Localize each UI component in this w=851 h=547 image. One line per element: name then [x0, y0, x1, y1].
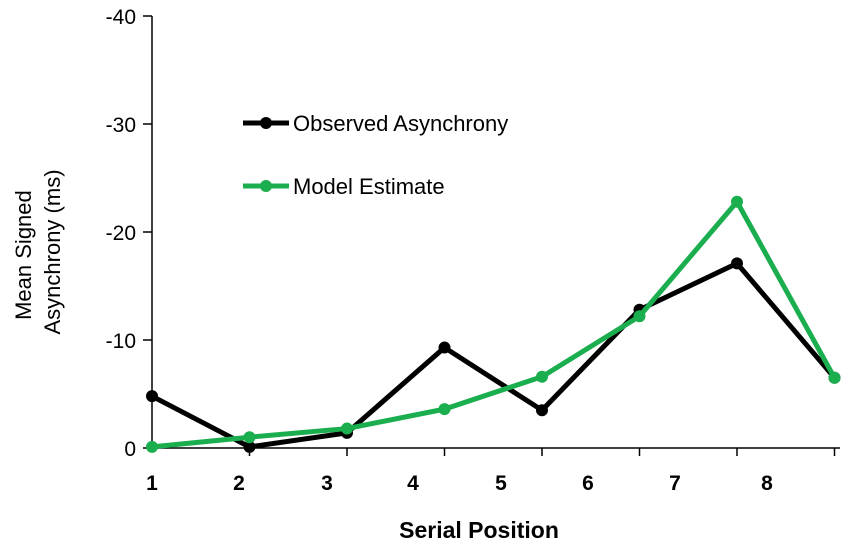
- legend-item: Model Estimate: [243, 174, 445, 199]
- y-axis-title-line-2: Asynchrony (ms): [40, 169, 65, 334]
- legend-marker: [260, 180, 272, 192]
- series-layer: [146, 195, 841, 453]
- series-line: [151, 199, 837, 450]
- x-tick-label: 3: [321, 472, 333, 495]
- series-model: [146, 195, 841, 453]
- x-tick-label: 2: [233, 472, 245, 495]
- y-tick-label: -10: [106, 330, 136, 353]
- data-point: [146, 440, 158, 453]
- legend: Observed Asynchrony Model Estimate: [243, 111, 508, 199]
- legend-item: Observed Asynchrony: [243, 111, 508, 136]
- data-point: [633, 310, 646, 323]
- legend-label: Model Estimate: [293, 174, 445, 199]
- x-tick-label: 6: [582, 472, 594, 495]
- data-point: [438, 341, 451, 354]
- x-axis-title: Serial Position: [399, 517, 559, 543]
- x-tick-label: 5: [495, 472, 507, 495]
- data-point: [438, 403, 451, 416]
- data-point: [243, 431, 256, 444]
- y-tick-label: -30: [106, 114, 136, 137]
- data-point: [731, 257, 743, 270]
- data-point: [536, 370, 548, 383]
- y-tick-label: 0: [124, 438, 136, 461]
- x-ticks: 1 2 3 4 5 6 7 8: [146, 448, 836, 495]
- data-point: [828, 371, 841, 384]
- data-point: [243, 440, 256, 453]
- y-ticks: 0 -10 -20 -30 -40: [106, 6, 152, 461]
- data-point: [536, 404, 548, 417]
- data-point: [146, 390, 158, 403]
- y-tick-label: -20: [106, 222, 136, 245]
- y-axis-title: Mean Signed Asynchrony (ms): [11, 169, 65, 334]
- series-observed: [146, 257, 841, 453]
- legend-label: Observed Asynchrony: [293, 111, 508, 136]
- x-tick-label: 7: [669, 472, 681, 495]
- legend-marker: [260, 117, 272, 129]
- y-axis-title-line-1: Mean Signed: [11, 190, 36, 320]
- x-tick-label: 4: [407, 472, 419, 495]
- data-point: [341, 422, 353, 435]
- x-tick-label: 8: [761, 472, 773, 495]
- series-line: [150, 260, 837, 450]
- data-point: [731, 195, 743, 208]
- x-tick-label: 1: [146, 472, 158, 495]
- y-tick-label: -40: [106, 6, 136, 29]
